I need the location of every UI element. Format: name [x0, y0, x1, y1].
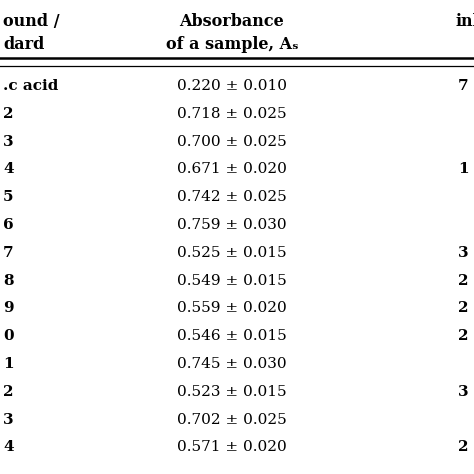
- Text: 0.718 ± 0.025: 0.718 ± 0.025: [177, 107, 287, 121]
- Text: 0.549 ± 0.015: 0.549 ± 0.015: [177, 273, 287, 288]
- Text: Absorbance: Absorbance: [180, 13, 284, 30]
- Text: 0.745 ± 0.030: 0.745 ± 0.030: [177, 357, 287, 371]
- Text: 4: 4: [3, 440, 14, 455]
- Text: 0.759 ± 0.030: 0.759 ± 0.030: [177, 218, 287, 232]
- Text: dard: dard: [3, 36, 45, 53]
- Text: 0.671 ± 0.020: 0.671 ± 0.020: [177, 163, 287, 176]
- Text: ound /: ound /: [3, 13, 60, 30]
- Text: 0.525 ± 0.015: 0.525 ± 0.015: [177, 246, 287, 260]
- Text: inhi: inhi: [456, 13, 474, 30]
- Text: 2: 2: [458, 273, 468, 288]
- Text: 0: 0: [3, 329, 14, 343]
- Text: 1: 1: [458, 163, 469, 176]
- Text: 2: 2: [458, 440, 468, 455]
- Text: 7: 7: [3, 246, 14, 260]
- Text: 2: 2: [3, 107, 13, 121]
- Text: 3: 3: [3, 135, 14, 149]
- Text: .c acid: .c acid: [3, 79, 58, 93]
- Text: 2: 2: [458, 329, 468, 343]
- Text: 0.220 ± 0.010: 0.220 ± 0.010: [177, 79, 287, 93]
- Text: 4: 4: [3, 163, 14, 176]
- Text: 0.571 ± 0.020: 0.571 ± 0.020: [177, 440, 287, 455]
- Text: 0.700 ± 0.025: 0.700 ± 0.025: [177, 135, 287, 149]
- Text: 2: 2: [3, 385, 13, 399]
- Text: 2: 2: [458, 301, 468, 315]
- Text: 3: 3: [458, 385, 469, 399]
- Text: 0.742 ± 0.025: 0.742 ± 0.025: [177, 190, 287, 204]
- Text: 1: 1: [3, 357, 14, 371]
- Text: of a sample, Aₛ: of a sample, Aₛ: [166, 36, 298, 53]
- Text: 8: 8: [3, 273, 14, 288]
- Text: 7: 7: [458, 79, 469, 93]
- Text: 0.702 ± 0.025: 0.702 ± 0.025: [177, 412, 287, 427]
- Text: 6: 6: [3, 218, 14, 232]
- Text: 0.523 ± 0.015: 0.523 ± 0.015: [177, 385, 287, 399]
- Text: 0.546 ± 0.015: 0.546 ± 0.015: [177, 329, 287, 343]
- Text: 5: 5: [3, 190, 13, 204]
- Text: 9: 9: [3, 301, 14, 315]
- Text: 3: 3: [458, 246, 469, 260]
- Text: 0.559 ± 0.020: 0.559 ± 0.020: [177, 301, 287, 315]
- Text: 3: 3: [3, 412, 14, 427]
